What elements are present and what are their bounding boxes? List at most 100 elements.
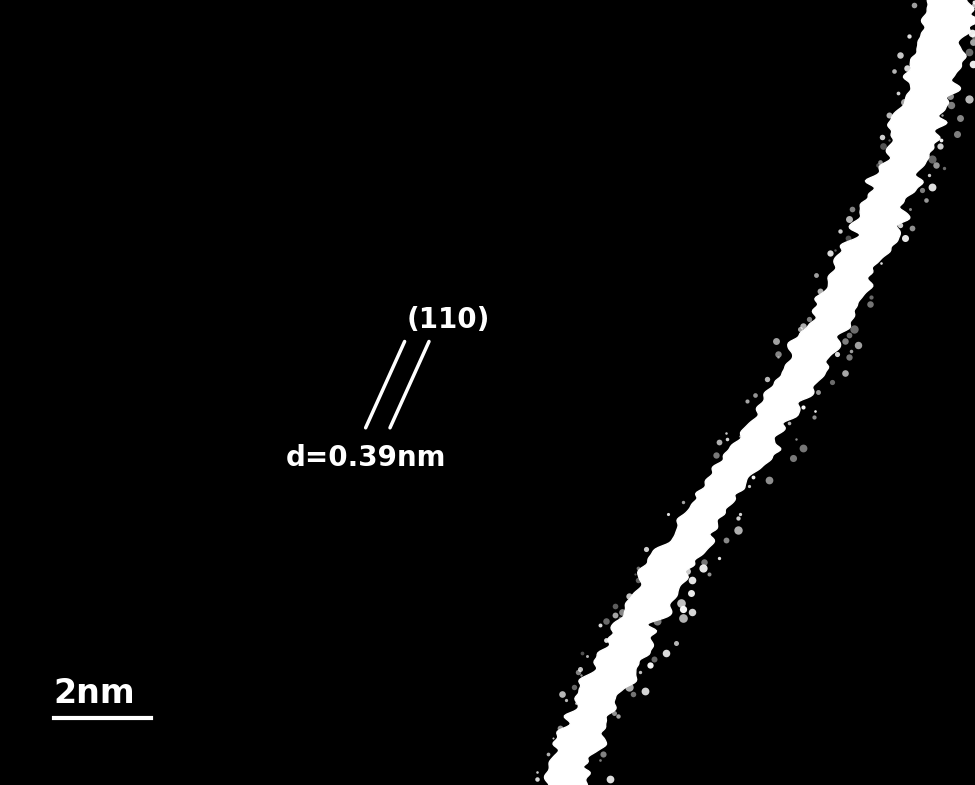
Point	[788, 433, 803, 445]
Point	[793, 323, 808, 335]
Point	[841, 351, 857, 363]
Point	[610, 710, 626, 722]
Point	[966, 0, 975, 8]
Point	[807, 404, 823, 417]
Point	[675, 612, 690, 625]
Point	[660, 508, 676, 520]
Point	[905, 222, 920, 235]
Point	[840, 232, 856, 244]
Point	[964, 27, 975, 39]
Point	[592, 619, 607, 631]
Point	[961, 93, 975, 105]
Point	[568, 697, 584, 710]
Point	[886, 64, 902, 77]
Point	[605, 706, 621, 719]
Point	[808, 269, 824, 282]
Point	[701, 568, 717, 580]
Point	[965, 58, 975, 71]
Point	[711, 552, 726, 564]
Point	[950, 127, 965, 140]
Point	[607, 609, 623, 622]
Point	[638, 542, 653, 555]
Point	[741, 480, 757, 492]
Point	[643, 659, 658, 672]
Point	[944, 99, 959, 111]
Text: (110): (110)	[407, 305, 490, 334]
Point	[633, 666, 648, 678]
Point	[841, 329, 857, 341]
Point	[934, 108, 950, 121]
Point	[529, 766, 545, 779]
Point	[760, 373, 775, 385]
Point	[875, 140, 890, 152]
Point	[843, 345, 859, 357]
Point	[921, 168, 937, 181]
Point	[915, 184, 930, 196]
Point	[638, 685, 653, 697]
Point	[572, 669, 588, 681]
Point	[579, 650, 595, 663]
Point	[830, 348, 845, 360]
Point	[812, 285, 828, 298]
Point	[732, 429, 748, 442]
Point	[612, 612, 628, 625]
Point	[554, 688, 569, 700]
Point	[683, 587, 699, 600]
Point	[801, 313, 817, 326]
Point	[747, 389, 762, 401]
Point	[695, 561, 711, 574]
Point	[881, 108, 897, 121]
Point	[850, 338, 866, 351]
Point	[592, 754, 607, 766]
Point	[841, 213, 857, 225]
Point	[806, 411, 822, 423]
Point	[770, 351, 786, 363]
Point	[760, 473, 776, 486]
Point	[595, 747, 610, 760]
Point	[918, 194, 934, 206]
Point	[903, 203, 918, 216]
Point	[781, 417, 797, 429]
Text: 2nm: 2nm	[54, 677, 136, 710]
Point	[933, 133, 949, 146]
Point	[674, 597, 689, 609]
Point	[602, 772, 617, 785]
Point	[613, 606, 629, 619]
Point	[823, 247, 838, 260]
Point	[942, 89, 957, 102]
Point	[966, 30, 975, 42]
Point	[952, 111, 967, 124]
Point	[621, 681, 637, 694]
Point	[528, 772, 544, 785]
Point	[863, 291, 878, 304]
Point	[646, 653, 662, 666]
Text: d=0.39nm: d=0.39nm	[286, 444, 446, 472]
Point	[599, 634, 614, 647]
Point	[730, 511, 746, 524]
Point	[598, 615, 613, 628]
Point	[627, 568, 643, 580]
Point	[696, 555, 712, 568]
Point	[745, 470, 760, 483]
Point	[838, 335, 853, 348]
Point	[572, 663, 588, 675]
Point	[659, 647, 675, 659]
Point	[796, 442, 811, 455]
Point	[708, 448, 723, 461]
Point	[566, 681, 582, 694]
Point	[899, 61, 915, 74]
Point	[874, 257, 889, 269]
Point	[896, 96, 912, 108]
Point	[923, 152, 939, 165]
Point	[828, 244, 843, 257]
Point	[630, 561, 645, 574]
Point	[649, 615, 665, 628]
Point	[881, 133, 897, 146]
Point	[795, 401, 810, 414]
Point	[796, 319, 811, 332]
Point	[540, 747, 556, 760]
Point	[719, 533, 734, 546]
Point	[933, 140, 949, 152]
Point	[719, 426, 734, 439]
Point	[720, 433, 735, 445]
